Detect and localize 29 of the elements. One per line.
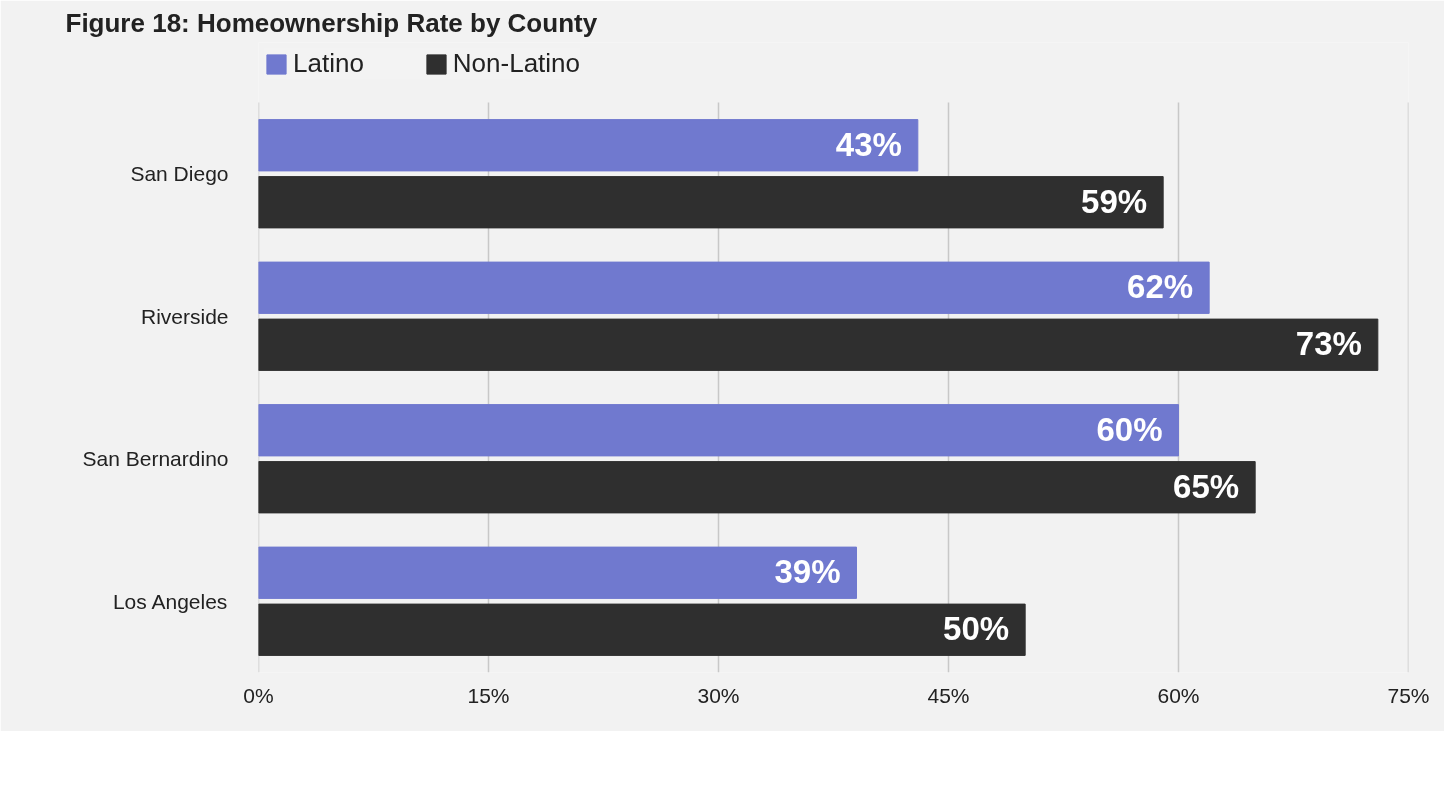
bar [258, 404, 1179, 457]
bar [258, 119, 919, 172]
x-tick-label: 0% [243, 683, 274, 707]
bar [258, 318, 1379, 371]
data-label: 59% [1081, 182, 1148, 220]
data-label: 73% [1295, 325, 1362, 363]
bar [258, 603, 1026, 656]
legend-label: Non-Latino [452, 48, 581, 79]
x-tick-label: 75% [1387, 683, 1430, 707]
data-label: 39% [774, 553, 841, 591]
data-label: 65% [1173, 467, 1240, 505]
data-label: 62% [1127, 268, 1194, 306]
chart-title: Figure 18: Homeownership Rate by County [65, 7, 598, 38]
y-tick-label: San Bernardino [82, 447, 229, 471]
x-tick-label: 30% [697, 683, 740, 707]
bar [258, 461, 1256, 514]
x-tick-label: 60% [1157, 683, 1200, 707]
y-tick-label: Los Angeles [112, 589, 228, 613]
bar [258, 176, 1164, 229]
legend-label: Latino [293, 48, 364, 79]
y-tick-label: Riverside [140, 304, 229, 328]
bar [258, 261, 1210, 314]
bar [258, 546, 857, 599]
x-tick-label: 15% [467, 683, 510, 707]
data-label: 60% [1096, 410, 1163, 448]
data-label: 43% [835, 125, 902, 163]
data-label: 50% [943, 610, 1010, 648]
x-tick-label: 45% [927, 683, 970, 707]
y-tick-label: San Diego [130, 162, 229, 186]
